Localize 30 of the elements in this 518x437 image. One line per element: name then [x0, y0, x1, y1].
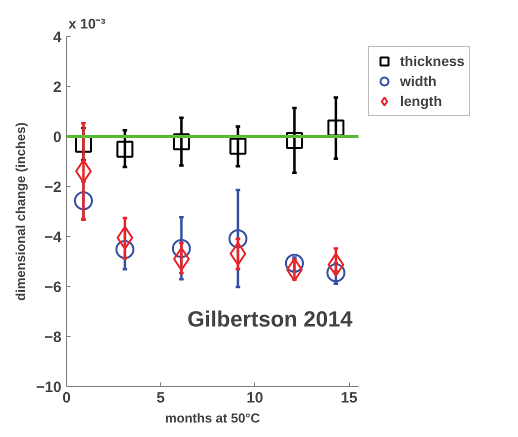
x-tick-label: 15	[340, 390, 358, 406]
point	[172, 239, 191, 258]
legend-label: thickness	[400, 52, 465, 70]
point	[172, 133, 190, 150]
point	[284, 254, 304, 273]
x-tick-label: 10	[246, 390, 264, 406]
point	[173, 247, 190, 271]
y-tick-label: 0	[53, 129, 62, 146]
y-tick-label: −8	[44, 329, 62, 346]
legend-label: length	[400, 92, 442, 110]
y-tick-label: −6	[44, 279, 62, 296]
point	[74, 191, 93, 210]
y-tick-label: 2	[53, 79, 62, 96]
y-tick-label: 4	[53, 29, 62, 46]
point	[326, 263, 346, 282]
y-axis-title: dimensional change (inches)	[13, 122, 28, 301]
x-axis-title: months at 50°C	[165, 410, 260, 426]
point	[229, 138, 246, 155]
annotation: Gilbertson 2014	[187, 306, 354, 332]
point	[286, 132, 303, 149]
point	[327, 120, 344, 136]
point	[115, 240, 134, 259]
point	[116, 140, 134, 158]
legend-label: width	[400, 72, 437, 90]
y-tick-label: −4	[44, 229, 62, 246]
y-tick-label: −10	[36, 379, 62, 396]
y-tick-label: −2	[44, 179, 62, 196]
text: x 10⁻³	[68, 16, 106, 32]
x-tick-label: 5	[156, 390, 165, 406]
point	[228, 229, 248, 248]
